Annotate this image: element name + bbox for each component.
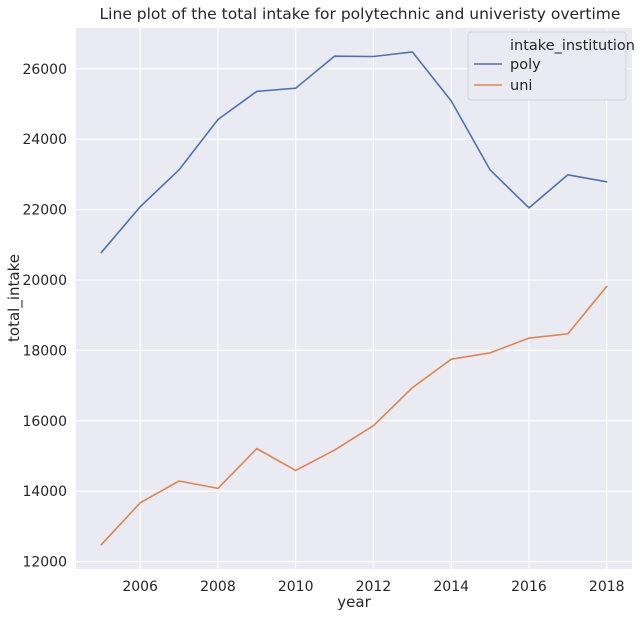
legend-label-poly: poly: [510, 57, 541, 73]
x-tick-label: 2018: [589, 579, 625, 595]
y-tick-label: 12000: [22, 555, 67, 571]
y-tick-label: 24000: [22, 132, 67, 148]
chart-title: Line plot of the total intake for polyte…: [100, 5, 621, 23]
x-axis-label: year: [337, 593, 371, 611]
x-tick-label: 2016: [511, 579, 547, 595]
x-axis-ticks: 2006 2008 2010 2012 2014 2016 2018: [122, 579, 624, 595]
y-tick-label: 18000: [22, 343, 67, 359]
y-tick-label: 14000: [22, 484, 67, 500]
legend-box: [467, 31, 627, 101]
y-tick-label: 16000: [22, 414, 67, 430]
y-axis-label: total_intake: [5, 254, 24, 342]
x-tick-label: 2008: [200, 579, 236, 595]
x-tick-label: 2010: [278, 579, 314, 595]
legend-items: poly uni: [474, 57, 541, 94]
legend-label-uni: uni: [510, 78, 532, 94]
series-lines: [100, 51, 608, 546]
series-line-uni: [100, 285, 608, 546]
series-line-poly: [100, 51, 608, 254]
x-tick-label: 2006: [122, 579, 158, 595]
legend-title: intake_institution: [510, 38, 635, 54]
legend: intake_institution poly uni: [467, 31, 635, 101]
x-tick-label: 2014: [433, 579, 469, 595]
y-tick-label: 20000: [22, 273, 67, 289]
y-tick-label: 22000: [22, 203, 67, 219]
y-axis-ticks: 12000 14000 16000 18000 20000 22000 24000 26000: [22, 62, 67, 571]
x-tick-label: 2012: [356, 579, 392, 595]
grid-lines: [76, 28, 632, 569]
y-tick-label: 26000: [22, 62, 67, 78]
plot-area: [76, 28, 632, 569]
